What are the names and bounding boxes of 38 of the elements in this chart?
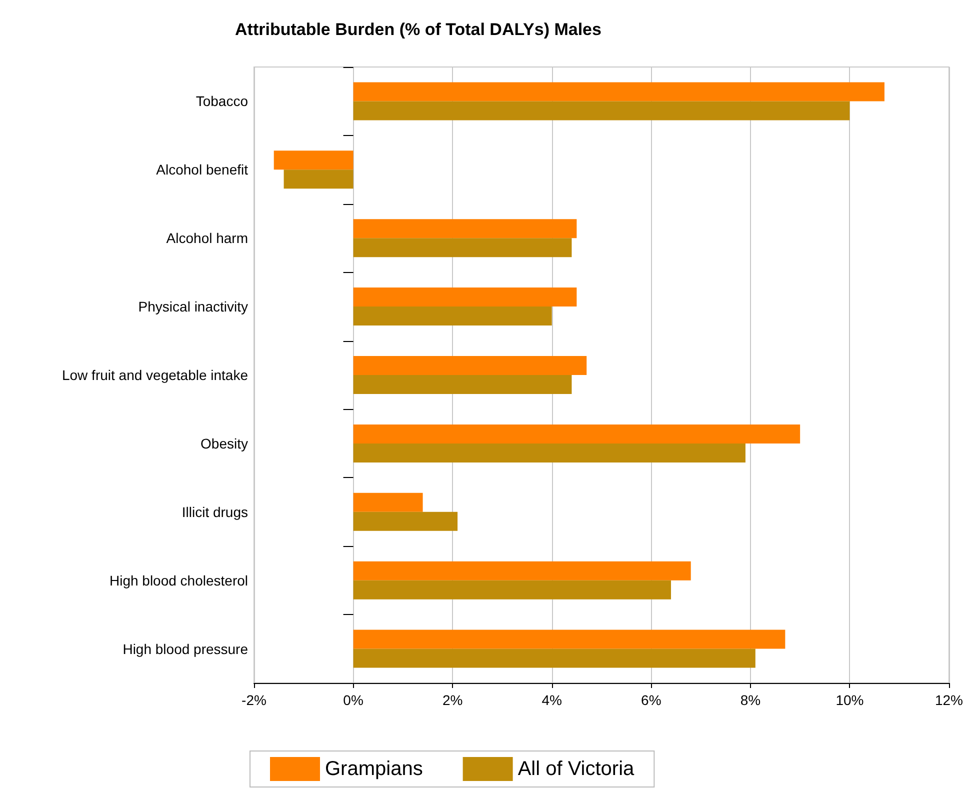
bar	[353, 561, 691, 580]
y-tick-label: Obesity	[200, 435, 248, 452]
x-tick-label: 0%	[343, 692, 364, 708]
bar	[353, 101, 850, 120]
chart-title: Attributable Burden (% of Total DALYs) Males	[235, 20, 602, 39]
bar	[353, 82, 884, 102]
legend-label: All of Victoria	[518, 758, 636, 780]
bar	[353, 580, 671, 600]
x-tick-label: 6%	[641, 692, 662, 708]
x-tick-label: 4%	[542, 692, 562, 708]
y-tick-label: Illicit drugs	[182, 504, 248, 520]
x-tick-label: 12%	[934, 692, 964, 708]
bar	[353, 492, 423, 512]
y-tick-label: Tobacco	[196, 93, 248, 110]
bar	[274, 150, 354, 170]
y-tick-label: Low fruit and vegetable intake	[62, 367, 248, 383]
y-tick-label: Physical inactivity	[138, 298, 248, 315]
bar	[353, 512, 458, 531]
bar	[353, 375, 572, 394]
bar	[353, 648, 756, 668]
x-tick-label: -2%	[242, 692, 266, 708]
bar	[353, 219, 577, 238]
y-tick-label: High blood pressure	[122, 640, 248, 657]
x-tick-label: 2%	[442, 692, 463, 708]
bar	[353, 288, 577, 307]
x-tick-label: 8%	[740, 692, 761, 708]
bar	[353, 424, 800, 444]
bar	[353, 356, 587, 375]
bar	[284, 170, 354, 189]
x-tick-label: 10%	[836, 692, 864, 708]
y-tick-label: High blood cholesterol	[109, 572, 248, 588]
bar	[353, 443, 746, 462]
bar	[353, 630, 786, 649]
y-tick-label: Alcohol harm	[166, 230, 248, 246]
y-tick-label: Alcohol benefit	[156, 162, 248, 178]
bar	[353, 306, 552, 326]
bar	[353, 238, 572, 258]
legend-label: Grampians	[325, 758, 423, 780]
